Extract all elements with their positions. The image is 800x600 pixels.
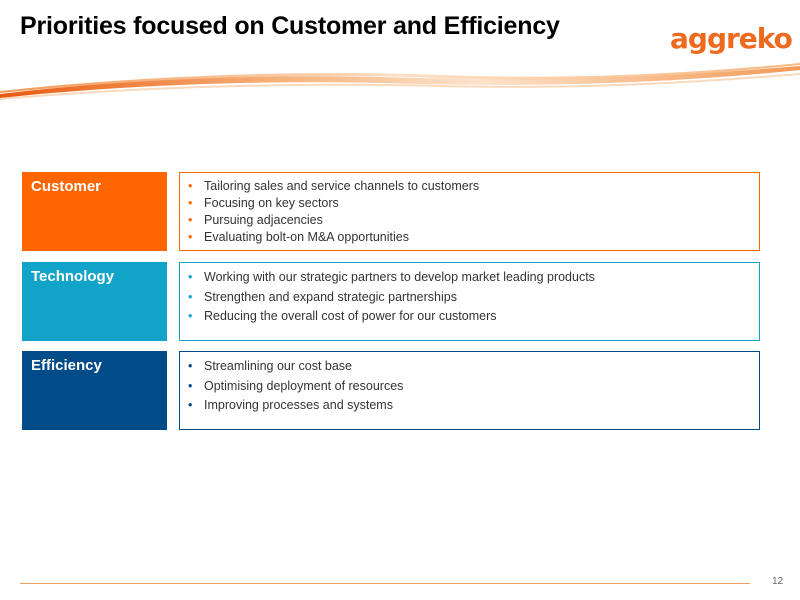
- aggreko-logo: aggreko: [670, 22, 793, 55]
- priority-row-customer: Customer • Tailoring sales and service ch…: [22, 172, 760, 251]
- page-number: 12: [772, 576, 784, 587]
- decorative-wave: [0, 63, 800, 100]
- row-box-customer: • Tailoring sales and service channels to…: [179, 172, 760, 251]
- list-item: • Pursuing adjacencies: [188, 213, 323, 227]
- list-item: • Improving processes and systems: [188, 398, 393, 412]
- list-item: • Working with our strategic partners to …: [188, 270, 595, 284]
- list-item: • Tailoring sales and service channels to…: [188, 179, 480, 193]
- bullet-list-customer: • Tailoring sales and service channels to…: [188, 178, 759, 246]
- priority-row-technology: Technology • Working with our strategic p…: [22, 262, 760, 341]
- priority-row-efficiency: Efficiency • Streamlining our cost base •…: [22, 351, 760, 430]
- list-item: • Streamlining our cost base: [188, 359, 352, 373]
- footer-divider: [20, 583, 750, 584]
- bullet-list-technology: • Working with our strategic partners to …: [188, 268, 759, 327]
- list-item: • Evaluating bolt-on M&A opportunities: [188, 230, 409, 244]
- list-item: • Optimising deployment of resources: [188, 378, 404, 393]
- slide-title: Priorities focused on Customer and Effic…: [20, 12, 560, 40]
- list-item: • Strengthen and expand strategic partner…: [188, 289, 457, 304]
- bullet-list-efficiency: • Streamlining our cost base • Optimising …: [188, 357, 759, 416]
- list-item: • Focusing on key sectors: [188, 196, 339, 210]
- row-label-efficiency: Efficiency: [22, 351, 167, 430]
- list-item: • Reducing the overall cost of power for …: [188, 309, 497, 323]
- row-box-technology: • Working with our strategic partners to …: [179, 262, 760, 341]
- row-box-efficiency: • Streamlining our cost base • Optimising …: [179, 351, 760, 430]
- row-label-customer: Customer: [22, 172, 167, 251]
- row-label-technology: Technology: [22, 262, 167, 341]
